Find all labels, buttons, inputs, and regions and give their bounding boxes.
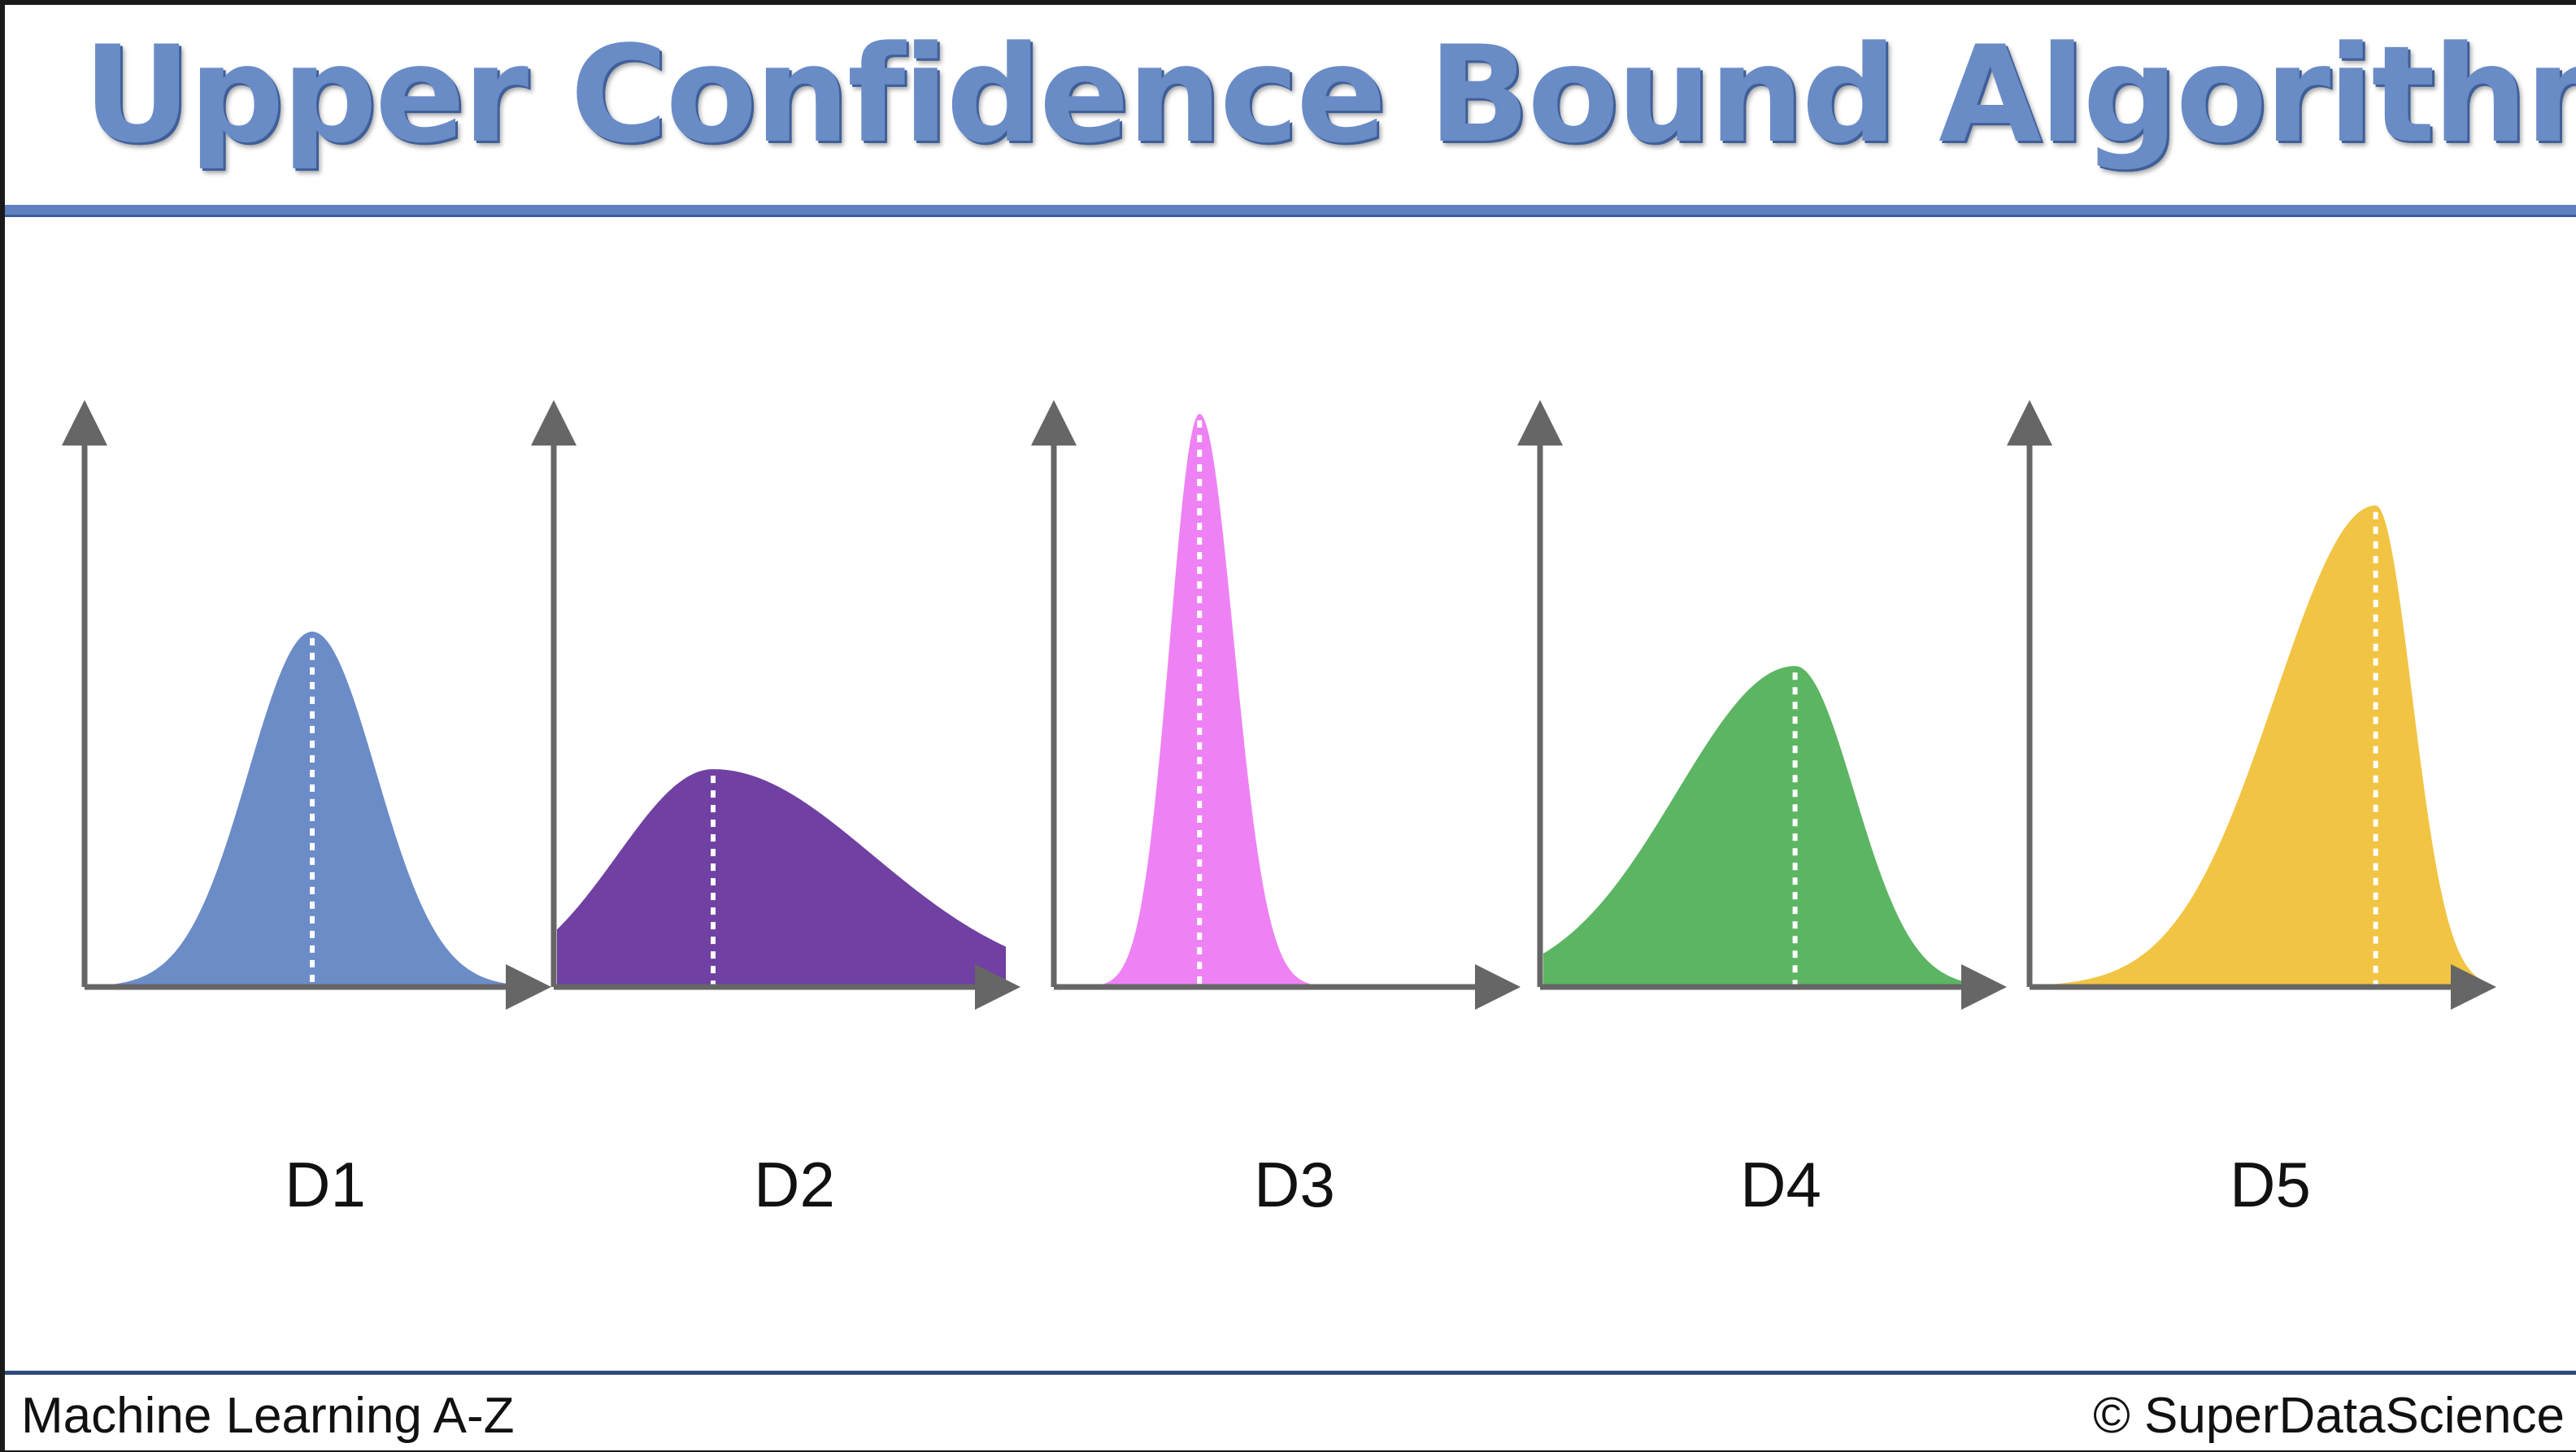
slide-title: Upper Confidence Bound Algorithm xyxy=(83,17,2576,172)
distribution-panel-d2: D2 xyxy=(531,400,1020,1220)
distribution-panel-d3: D3 xyxy=(1031,400,1521,1220)
distribution-label-d5: D5 xyxy=(2230,1149,2311,1220)
distribution-panel-d4: D4 xyxy=(1517,400,2007,1220)
footer-course-name: Machine Learning A-Z xyxy=(21,1388,515,1444)
distribution-label-d1: D1 xyxy=(285,1149,366,1220)
distribution-panel-d5: D5 xyxy=(2007,400,2496,1220)
title-divider xyxy=(5,205,2576,217)
footer-copyright: © SuperDataScience xyxy=(2093,1388,2565,1444)
distribution-curve-d4 xyxy=(1543,666,1992,987)
distribution-label-d4: D4 xyxy=(1740,1149,1821,1220)
distribution-label-d3: D3 xyxy=(1254,1149,1335,1220)
footer-divider xyxy=(5,1371,2576,1375)
distribution-panel-d1: D1 xyxy=(62,400,551,1220)
distribution-label-d2: D2 xyxy=(754,1149,835,1220)
distribution-curve-d1 xyxy=(88,631,537,987)
distribution-curve-d2 xyxy=(557,769,1006,987)
slide: Upper Confidence Bound Algorithm D1 D2 D3 D… xyxy=(5,5,2576,1450)
distribution-curve-d3 xyxy=(1057,414,1506,988)
distribution-diagram: D1 D2 D3 D4 D5 xyxy=(62,400,2496,1220)
distribution-curve-d5 xyxy=(2033,505,2482,987)
